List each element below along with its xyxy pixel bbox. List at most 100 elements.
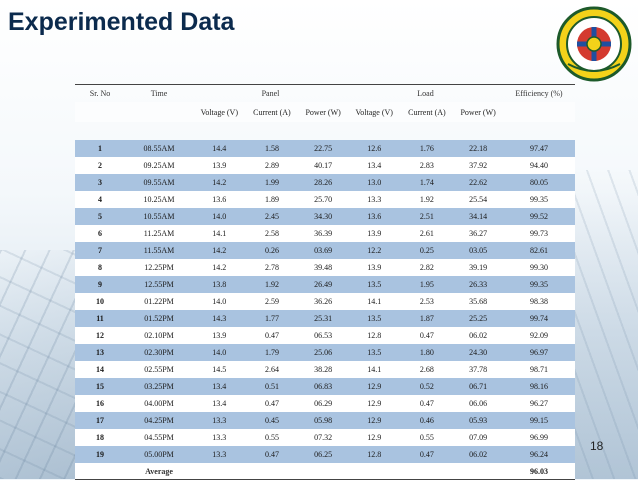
table-cell: 0.25 xyxy=(400,242,454,259)
table-row: 14 02.55PM 14.5 2.64 38.28 14.1 2.68 37.78 98.71 xyxy=(75,361,575,378)
table-cell: 2.58 xyxy=(245,225,299,242)
table-row: 13 02.30PM 14.0 1.79 25.06 13.5 1.80 24.30 96.97 xyxy=(75,344,575,361)
table-cell: 96.27 xyxy=(503,395,575,412)
table-cell: 1.89 xyxy=(245,191,299,208)
table-row: 8 12.25PM 14.2 2.78 39.48 13.9 2.82 39.19 99.30 xyxy=(75,259,575,276)
table-cell: 0.55 xyxy=(400,429,454,446)
table-cell: 11.55AM xyxy=(125,242,193,259)
table-cell: 97.47 xyxy=(503,140,575,157)
table-cell: 22.62 xyxy=(453,174,503,191)
table-cell: 82.61 xyxy=(503,242,575,259)
table-cell: 02.30PM xyxy=(125,344,193,361)
table-cell: 99.35 xyxy=(503,191,575,208)
table-cell: 37.78 xyxy=(453,361,503,378)
table-cell: 13.6 xyxy=(193,191,246,208)
table-cell: 13.0 xyxy=(347,174,401,191)
table-cell-sr-no: 18 xyxy=(75,429,125,446)
table-row: 18 04.55PM 13.3 0.55 07.32 12.9 0.55 07.09 96.99 xyxy=(75,429,575,446)
table-cell: 13.8 xyxy=(193,276,246,293)
table-cell: 0.45 xyxy=(245,412,299,429)
table-cell: 01.22PM xyxy=(125,293,193,310)
table-cell: 1.92 xyxy=(400,191,454,208)
table-cell: 34.14 xyxy=(453,208,503,225)
table-cell-sr-no: 19 xyxy=(75,446,125,463)
table-cell: 1.95 xyxy=(400,276,454,293)
table-cell: 04.00PM xyxy=(125,395,193,412)
table-cell: 37.92 xyxy=(453,157,503,174)
table-cell: 1.77 xyxy=(245,310,299,327)
table-cell: 0.52 xyxy=(400,378,454,395)
table-cell: 13.5 xyxy=(347,310,401,327)
table-cell: 80.05 xyxy=(503,174,575,191)
table-cell: 1.80 xyxy=(400,344,454,361)
table-cell: 03.25PM xyxy=(125,378,193,395)
table-cell-sr-no: 10 xyxy=(75,293,125,310)
table-cell: 05.98 xyxy=(298,412,348,429)
table-cell: 13.6 xyxy=(347,208,401,225)
table-cell: 14.4 xyxy=(193,140,246,157)
table-cell: 0.47 xyxy=(400,446,454,463)
table-cell: 25.70 xyxy=(298,191,348,208)
table-cell: 14.1 xyxy=(347,293,401,310)
table-cell: 0.47 xyxy=(400,327,454,344)
table-cell: 98.71 xyxy=(503,361,575,378)
table-cell: 06.25 xyxy=(298,446,348,463)
table-cell: 36.26 xyxy=(298,293,348,310)
table-cell: 26.49 xyxy=(298,276,348,293)
subheader-load-voltage: Voltage (V) xyxy=(347,102,401,122)
table-cell: 0.47 xyxy=(245,327,299,344)
table-cell: 1.92 xyxy=(245,276,299,293)
table-cell: 1.58 xyxy=(245,140,299,157)
table-cell: 36.27 xyxy=(453,225,503,242)
table-cell: 39.19 xyxy=(453,259,503,276)
table-cell: 05.00PM xyxy=(125,446,193,463)
table-row: 15 03.25PM 13.4 0.51 06.83 12.9 0.52 06.71 98.16 xyxy=(75,378,575,395)
table-cell: 04.25PM xyxy=(125,412,193,429)
table-cell: 14.1 xyxy=(347,361,401,378)
table-cell-sr-no: 5 xyxy=(75,208,125,225)
table-cell: 94.40 xyxy=(503,157,575,174)
table-cell: 0.46 xyxy=(400,412,454,429)
table-row: 12 02.10PM 13.9 0.47 06.53 12.8 0.47 06.02 92.09 xyxy=(75,327,575,344)
table-cell: 99.74 xyxy=(503,310,575,327)
table-cell: 12.55PM xyxy=(125,276,193,293)
table-cell: 08.55AM xyxy=(125,140,193,157)
table-row: 9 12.55PM 13.8 1.92 26.49 13.5 1.95 26.33 99.35 xyxy=(75,276,575,293)
table-cell-sr-no: 13 xyxy=(75,344,125,361)
table-cell: 96.97 xyxy=(503,344,575,361)
table-cell: 92.09 xyxy=(503,327,575,344)
table-cell: 25.54 xyxy=(453,191,503,208)
table-cell: 13.3 xyxy=(193,429,246,446)
table-cell: 0.55 xyxy=(245,429,299,446)
header-load: Load xyxy=(417,89,434,98)
table-cell: 13.3 xyxy=(193,446,246,463)
table-cell: 99.52 xyxy=(503,208,575,225)
table-cell: 1.76 xyxy=(400,140,454,157)
table-row: 6 11.25AM 14.1 2.58 36.39 13.9 2.61 36.27 99.73 xyxy=(75,225,575,242)
table-cell: 12.8 xyxy=(347,327,401,344)
table-row: 1 08.55AM 14.4 1.58 22.75 12.6 1.76 22.18 97.47 xyxy=(75,140,575,157)
table-cell: 2.64 xyxy=(245,361,299,378)
header-sr-no: Sr. No xyxy=(89,89,111,98)
table-cell: 2.51 xyxy=(400,208,454,225)
table-cell: 39.48 xyxy=(298,259,348,276)
table-cell: 14.1 xyxy=(193,225,246,242)
table-cell: 1.99 xyxy=(245,174,299,191)
table-cell: 07.32 xyxy=(298,429,348,446)
table-cell: 06.02 xyxy=(453,446,503,463)
header-time: Time xyxy=(150,89,168,98)
table-cell: 13.9 xyxy=(193,327,246,344)
table-cell: 25.06 xyxy=(298,344,348,361)
slide-title: Experimented Data xyxy=(8,8,235,36)
table-cell-sr-no: 14 xyxy=(75,361,125,378)
table-cell: 10.25AM xyxy=(125,191,193,208)
table-cell: 14.0 xyxy=(193,208,246,225)
table-cell: 2.45 xyxy=(245,208,299,225)
table-cell-sr-no: 4 xyxy=(75,191,125,208)
table-row: 4 10.25AM 13.6 1.89 25.70 13.3 1.92 25.54 99.35 xyxy=(75,191,575,208)
subheader-load-power: Power (W) xyxy=(453,102,503,122)
table-cell: 13.5 xyxy=(347,276,401,293)
table-cell: 14.2 xyxy=(193,259,246,276)
table-cell: 03.69 xyxy=(298,242,348,259)
table-cell: 13.4 xyxy=(193,378,246,395)
